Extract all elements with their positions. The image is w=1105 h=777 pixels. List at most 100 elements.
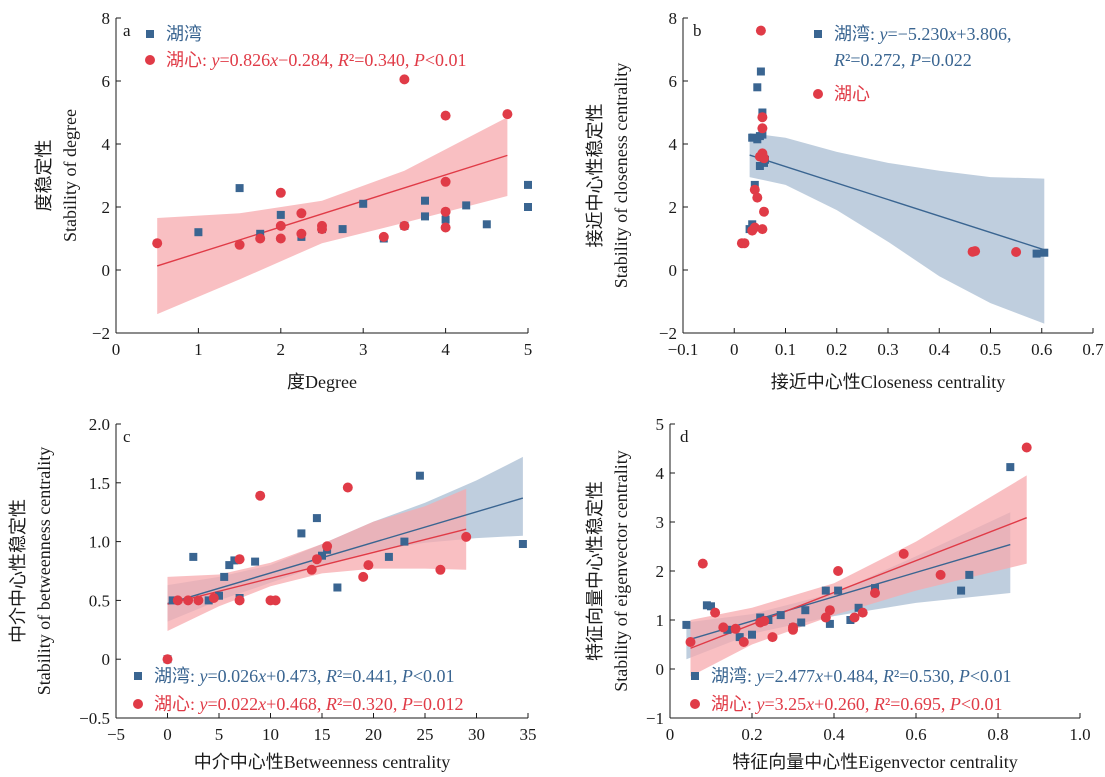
data-point-center xyxy=(296,208,307,219)
x-tick-label: 1 xyxy=(194,340,203,359)
data-point-center xyxy=(710,607,721,618)
data-point-bay xyxy=(748,133,757,142)
data-point-center xyxy=(270,595,281,606)
data-point-center xyxy=(757,112,768,123)
y-tick-label: 1.0 xyxy=(89,533,110,552)
legend-equation: y=2.477x+0.484, R²=0.530, P<0.01 xyxy=(752,666,1012,686)
data-point-center xyxy=(152,238,163,249)
data-point-center xyxy=(208,593,219,603)
y-axis-title-cn: 特征向量中心性稳定性 xyxy=(585,481,605,661)
data-point-bay xyxy=(333,583,342,592)
data-point-center xyxy=(440,206,451,217)
legend-entry-center: 湖心: y=0.826x−0.284, R²=0.340, P<0.01 xyxy=(166,50,467,70)
data-point-center xyxy=(358,571,369,582)
data-point-center xyxy=(255,490,266,501)
legend-label: 湖湾 xyxy=(166,24,202,44)
data-point-center xyxy=(502,109,513,120)
data-point-center xyxy=(234,554,245,565)
y-tick-label: 4 xyxy=(656,464,665,483)
data-point-center xyxy=(749,222,760,233)
legend-marker-center xyxy=(145,55,155,65)
data-point-bay xyxy=(220,572,229,581)
data-point-bay xyxy=(421,212,429,221)
data-point-bay xyxy=(359,199,368,208)
data-point-center xyxy=(730,623,741,634)
data-point-bay xyxy=(215,591,223,600)
data-point-center xyxy=(311,554,322,565)
y-tick-label: 0.5 xyxy=(89,591,110,610)
data-point-bay xyxy=(235,184,244,193)
y-tick-label: 4 xyxy=(102,135,111,154)
data-point-bay xyxy=(189,552,198,561)
confidence-band-center xyxy=(157,117,508,315)
x-tick-label: 0.6 xyxy=(905,725,926,744)
x-tick-label: 0.4 xyxy=(929,340,951,359)
data-point-bay xyxy=(482,220,491,229)
panel-letter: b xyxy=(693,21,702,40)
regression-line-center xyxy=(167,528,467,605)
data-point-center xyxy=(870,588,880,598)
y-axis-title-en: Stability of betweenness centrality xyxy=(34,447,54,695)
legend-entry-bay: 湖湾: y=2.477x+0.484, R²=0.530, P<0.01 xyxy=(711,666,1012,686)
y-tick-label: 8 xyxy=(102,9,111,28)
legend-label: 湖心: xyxy=(154,694,195,714)
legend-marker-center xyxy=(813,89,823,99)
y-axis-title-cn: 接近中心性稳定性 xyxy=(585,104,605,248)
legend-entry-center: 湖心: y=0.022x+0.468, R²=0.320, P=0.012 xyxy=(154,694,464,714)
data-point-center xyxy=(824,605,835,616)
x-tick-label: 35 xyxy=(520,725,537,744)
data-point-bay xyxy=(965,570,974,579)
data-point-bay xyxy=(755,162,764,170)
x-tick-label: 5 xyxy=(524,340,533,359)
y-axis-title-en: Stability of closeness centrality xyxy=(611,63,631,288)
x-tick-label: 4 xyxy=(441,340,450,359)
data-point-center xyxy=(275,187,286,198)
data-point-center xyxy=(399,220,410,231)
y-tick-label: −2 xyxy=(92,324,110,343)
data-point-center xyxy=(162,654,173,665)
data-point-center xyxy=(461,531,472,542)
x-tick-label: 30 xyxy=(468,725,485,744)
y-tick-label: 1 xyxy=(656,611,665,630)
data-point-bay xyxy=(797,618,806,627)
data-point-bay xyxy=(748,630,756,639)
y-tick-label: 3 xyxy=(656,513,665,532)
data-point-bay xyxy=(825,619,834,628)
regression-line-bay xyxy=(749,154,1045,251)
x-tick-label: −5 xyxy=(107,725,125,744)
data-point-bay xyxy=(702,601,711,610)
y-tick-label: 5 xyxy=(656,415,665,434)
legend-marker-bay xyxy=(814,30,822,38)
x-tick-label: 0.4 xyxy=(823,725,845,744)
legend-marker-center xyxy=(133,699,143,709)
data-point-center xyxy=(752,192,763,203)
data-point-bay xyxy=(384,552,393,561)
legend-equation: y=−5.230x+3.806, xyxy=(875,24,1011,44)
data-point-center xyxy=(255,233,266,244)
legend-equation: y=0.826x−0.284, R²=0.340, P<0.01 xyxy=(207,50,467,70)
data-point-center xyxy=(172,595,183,606)
y-axis-title-cn: 度稳定性 xyxy=(34,140,54,212)
data-point-center xyxy=(440,110,451,121)
data-point-bay xyxy=(421,196,429,205)
y-tick-label: 0 xyxy=(656,660,665,679)
panel-letter: c xyxy=(123,427,131,446)
data-point-center xyxy=(234,595,245,606)
x-tick-label: −0.1 xyxy=(668,340,699,359)
data-point-center xyxy=(440,222,451,233)
x-tick-label: 0.8 xyxy=(987,725,1008,744)
panel-b: −0.1 0 0.1 0.2 0.3 0.4 0.5 0.6 0.7 −2 0 2 4 6 8 接近中心性Cl… xyxy=(585,9,1104,392)
data-point-bay xyxy=(400,537,409,546)
regression-line-bay xyxy=(686,543,1011,642)
data-point-center xyxy=(738,637,749,647)
x-tick-label: 0.6 xyxy=(1031,340,1052,359)
data-point-center xyxy=(306,564,317,575)
x-tick-label: 1.0 xyxy=(1069,725,1090,744)
data-point-bay xyxy=(524,203,532,211)
data-point-bay xyxy=(735,633,744,642)
data-point-center xyxy=(970,246,981,257)
data-point-bay xyxy=(682,620,691,629)
data-point-center xyxy=(757,123,768,134)
y-tick-label: 0 xyxy=(102,650,111,669)
